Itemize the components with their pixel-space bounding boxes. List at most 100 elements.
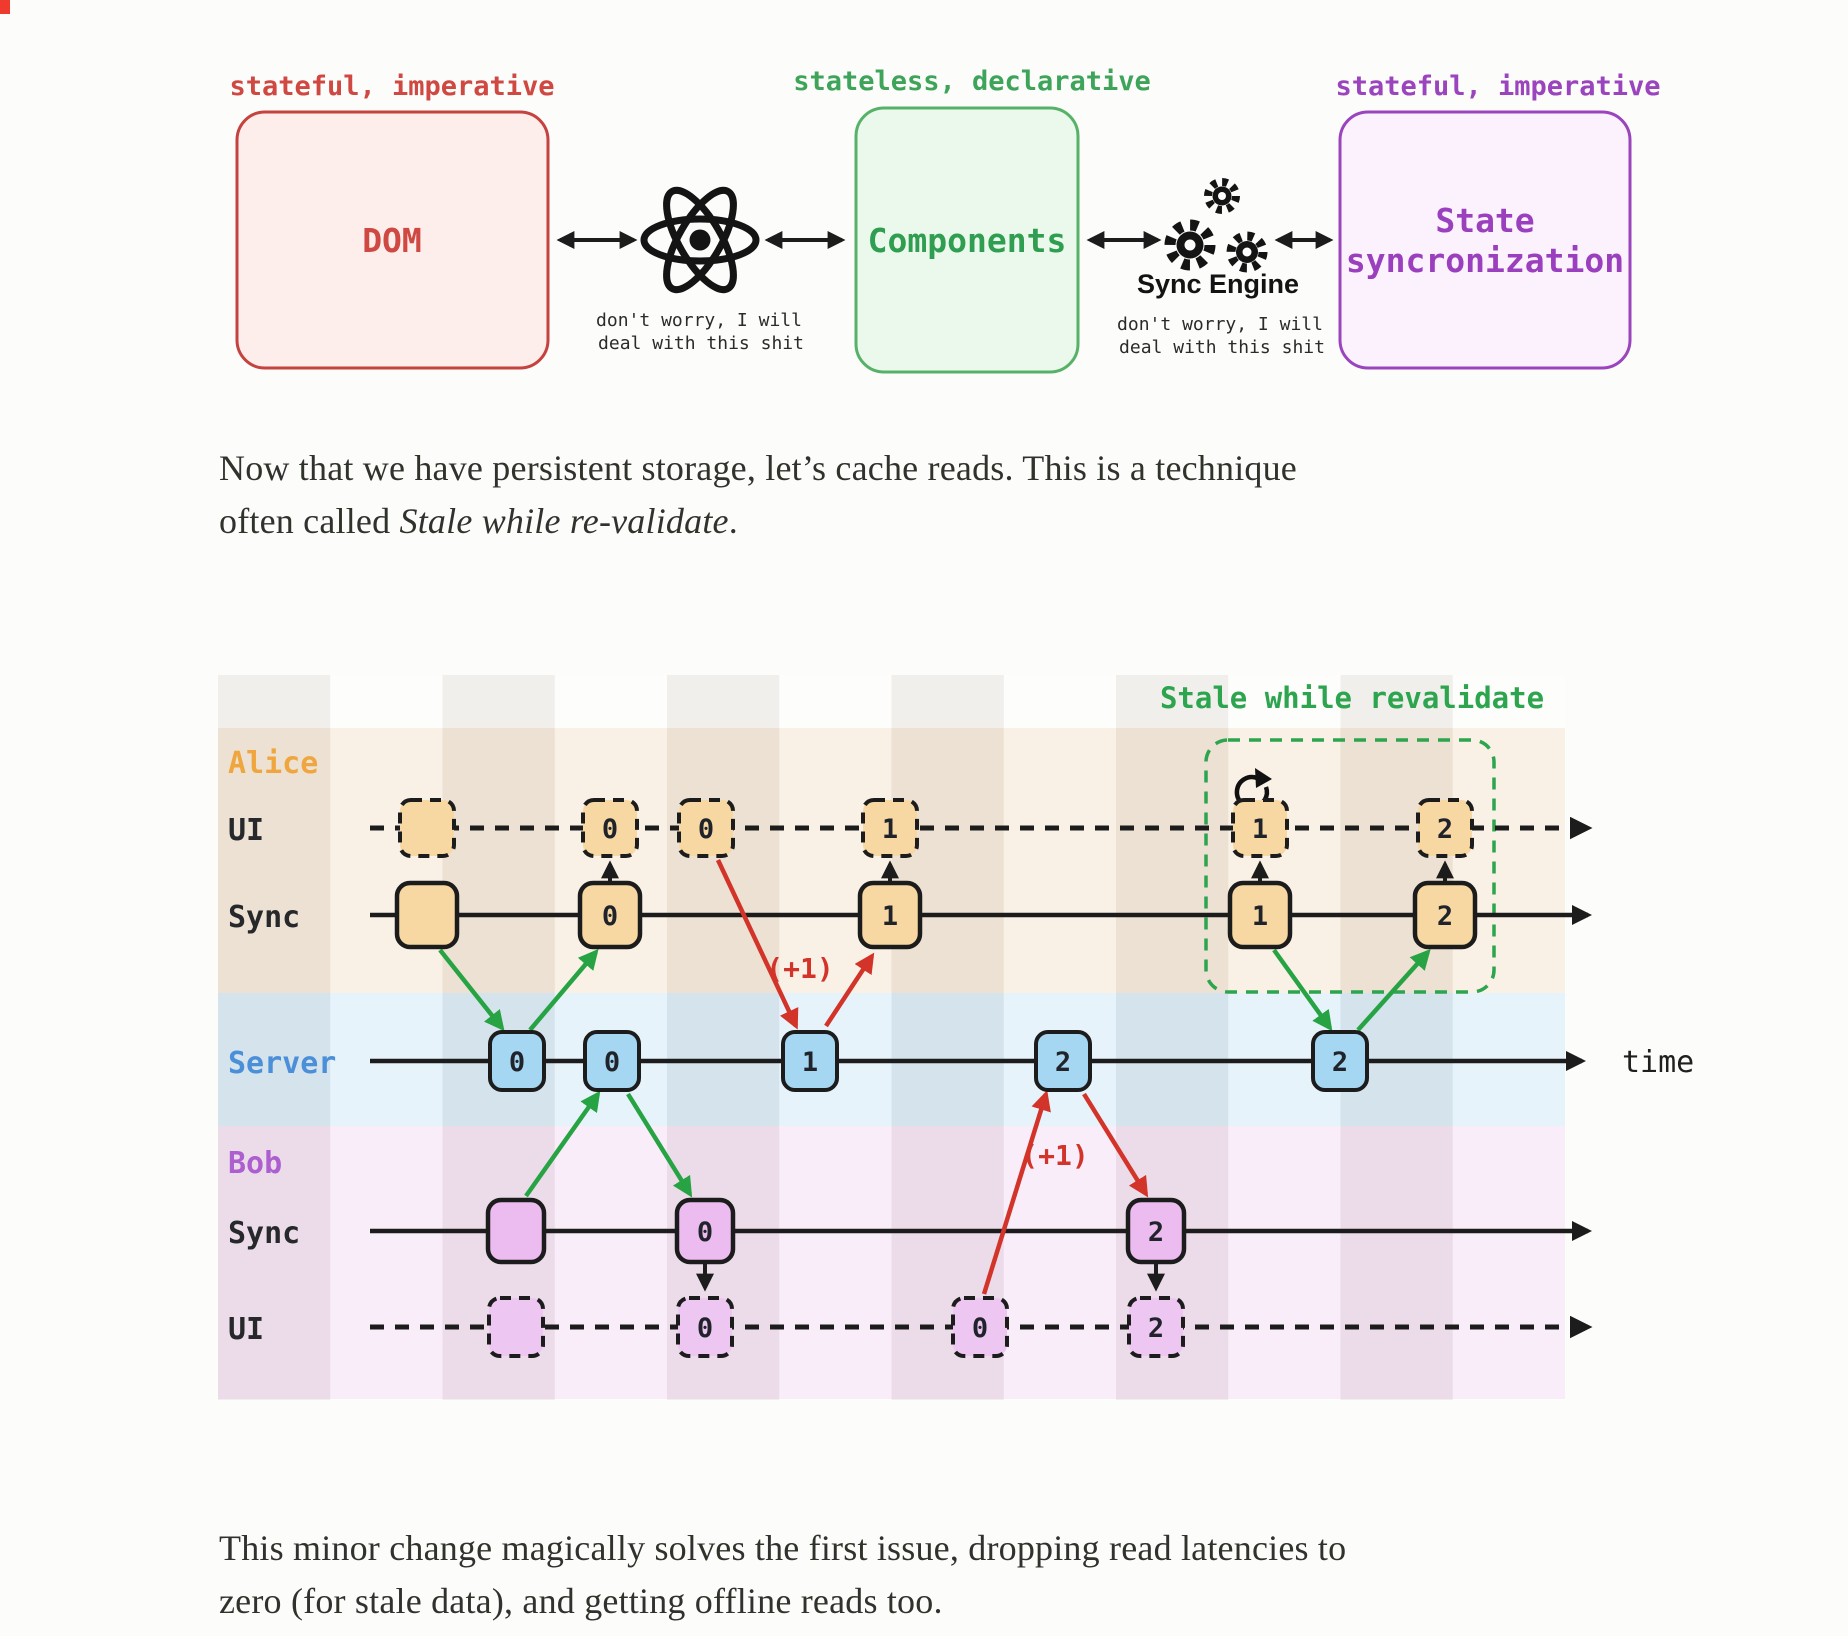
react-caption-line1: don't worry, I will	[596, 310, 802, 331]
timeline-box: 0	[577, 880, 643, 950]
red-mutation-arrow	[1082, 1092, 1149, 1198]
timeline-box: 2	[1034, 1030, 1092, 1092]
svg-text:0: 0	[602, 901, 618, 932]
alice-sync-row-label: Sync	[228, 900, 300, 935]
svg-text:0: 0	[972, 1313, 988, 1344]
timeline-box	[485, 1197, 547, 1265]
page-corner-artifact	[0, 0, 10, 14]
timeline-box: 2	[1311, 1030, 1369, 1092]
server-lane-label: Server	[228, 1046, 336, 1081]
swr-dashed-region	[1204, 738, 1496, 994]
svg-text:2: 2	[1055, 1047, 1071, 1078]
svg-text:2: 2	[1332, 1047, 1348, 1078]
timeline-box: 0	[674, 1197, 736, 1265]
timeline-box: 2	[1412, 880, 1478, 950]
body-paragraph-1: Now that we have persistent storage, let…	[219, 442, 1679, 548]
svg-text:0: 0	[604, 1047, 620, 1078]
red-mutation-arrow	[981, 1090, 1051, 1295]
green-arrow	[438, 948, 505, 1032]
svg-text:0: 0	[509, 1047, 525, 1078]
components-tag-label: stateless, declarative	[793, 66, 1151, 97]
timeline-box: 2	[1125, 1197, 1187, 1265]
bob-sync-row-label: Sync	[228, 1216, 300, 1251]
dom-box-label: DOM	[362, 221, 422, 260]
timeline-box: 1	[1227, 880, 1293, 950]
timeline-box: 0	[488, 1030, 546, 1092]
svg-text:0: 0	[602, 814, 618, 845]
gears-caption-line2: deal with this shit	[1119, 337, 1325, 358]
svg-text:2: 2	[1437, 901, 1453, 932]
plus-one-label: (+1)	[766, 952, 833, 985]
timeline-box: 1	[857, 880, 923, 950]
timeline-box: 0	[583, 1030, 641, 1092]
plus-one-label: (+1)	[1021, 1139, 1088, 1172]
svg-text:0: 0	[697, 1217, 713, 1248]
green-arrow	[524, 1090, 601, 1198]
timeline-box: 2	[1127, 1296, 1185, 1358]
bob-lane-label: Bob	[228, 1146, 282, 1181]
svg-text:1: 1	[882, 814, 898, 845]
svg-text:2: 2	[1148, 1217, 1164, 1248]
bob-ui-boxes: 0 0 2	[487, 1296, 1185, 1358]
alice-sync-boxes: 0 1 1 2	[394, 880, 1478, 950]
alice-lane-label: Alice	[228, 746, 318, 781]
state-box-label-line2: syncronization	[1346, 241, 1624, 280]
svg-text:1: 1	[802, 1047, 818, 1078]
react-logo-icon	[640, 186, 760, 294]
green-arrow	[626, 1092, 693, 1198]
green-arrow	[1356, 948, 1431, 1032]
dom-tag-label: stateful, imperative	[229, 71, 554, 102]
timeline-box: 0	[677, 798, 735, 858]
paragraph1-line2-prefix: often called	[219, 501, 400, 541]
svg-text:0: 0	[698, 814, 714, 845]
svg-text:1: 1	[1252, 901, 1268, 932]
timeline-box	[398, 798, 456, 858]
red-mutation-arrow	[715, 859, 799, 1030]
green-arrow	[1272, 948, 1333, 1032]
gears-caption-line1: don't worry, I will	[1117, 314, 1323, 335]
sync-arrows	[438, 859, 1431, 1295]
svg-text:2: 2	[1148, 1313, 1164, 1344]
server-boxes: 0 0 1 2 2	[488, 1030, 1369, 1092]
paragraph2-line2: zero (for stale data), and getting offli…	[219, 1581, 943, 1621]
gears-icon	[1164, 178, 1268, 273]
components-box-label: Components	[868, 221, 1067, 260]
timeline-box: 0	[951, 1296, 1009, 1358]
timeline-box: 1	[861, 798, 919, 858]
timeline-box: 1	[1231, 798, 1289, 858]
svg-text:1: 1	[882, 901, 898, 932]
paragraph1-italic-term: Stale while re-validate	[399, 501, 729, 541]
swr-title: Stale while revalidate	[1160, 681, 1544, 715]
svg-text:0: 0	[697, 1313, 713, 1344]
paragraph2-line1: This minor change magically solves the f…	[219, 1528, 1347, 1568]
components-box	[854, 106, 1080, 374]
green-arrow	[528, 948, 599, 1032]
bob-ui-row-label: UI	[228, 1312, 264, 1347]
sync-engine-label: Sync Engine	[1137, 269, 1299, 299]
state-sync-box	[1338, 110, 1632, 370]
svg-text:1: 1	[1252, 814, 1268, 845]
sync-engine-architecture-figure: stateful, imperative DOM don't worry, I …	[229, 66, 1661, 374]
paragraph1-line1: Now that we have persistent storage, let…	[219, 448, 1297, 488]
state-tag-label: stateful, imperative	[1335, 71, 1660, 102]
bob-sync-boxes: 0 2	[485, 1197, 1187, 1265]
timeline-box: 0	[581, 798, 639, 858]
svg-text:2: 2	[1437, 814, 1453, 845]
alice-ui-row-label: UI	[228, 813, 264, 848]
time-axis-label: time	[1622, 1045, 1694, 1080]
timeline-box: 0	[676, 1296, 734, 1358]
ui-update-arrows	[601, 860, 1454, 1292]
timeline-box	[394, 880, 460, 950]
timeline-box: 2	[1416, 798, 1474, 858]
alice-ui-boxes: 0 0 1 1 2	[398, 798, 1474, 858]
paragraph1-line2-suffix: .	[728, 501, 738, 541]
stale-while-revalidate-timeline-figure: Stale while revalidate time (+1) (+1)	[218, 675, 1694, 1400]
dom-box	[235, 110, 550, 370]
timeline-box	[487, 1296, 545, 1358]
state-box-label-line1: State	[1435, 201, 1534, 240]
red-mutation-arrow	[824, 952, 875, 1028]
react-caption-line2: deal with this shit	[598, 333, 804, 354]
body-paragraph-2: This minor change magically solves the f…	[219, 1522, 1679, 1628]
timeline-box: 1	[781, 1030, 839, 1092]
